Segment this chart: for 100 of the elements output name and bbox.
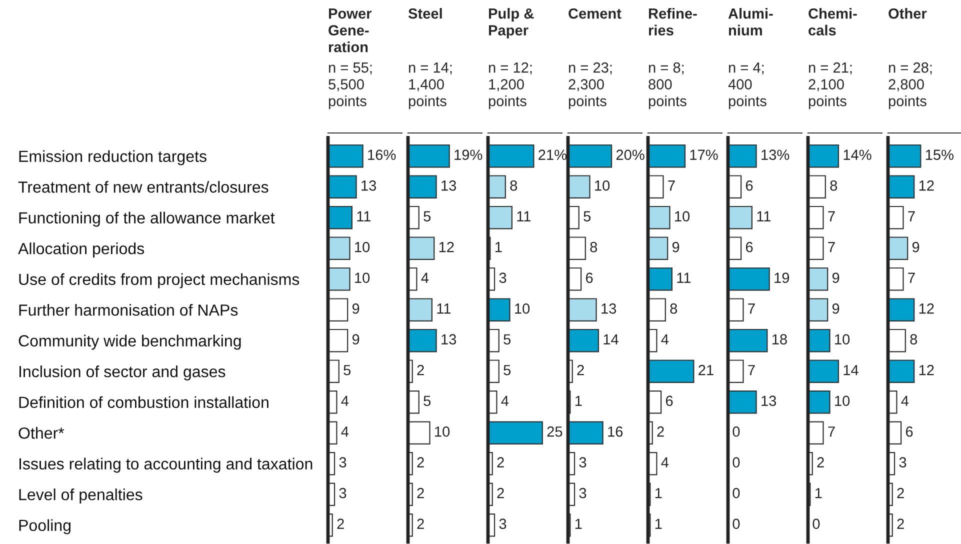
data-label: 5 [584,211,591,222]
data-label: 16% [368,150,396,160]
data-label: 1 [575,518,582,529]
data-label: 2 [417,488,424,498]
y-tick-label: Inclusion of sector and gases [19,366,226,380]
data-label: 11 [517,211,531,222]
data-label: 2 [497,457,504,468]
data-label: 12 [919,180,934,191]
data-label: 2 [417,364,424,376]
data-label: 25 [547,426,562,437]
data-label: 6 [666,396,673,406]
data-label: 0 [732,457,740,468]
data-label: 9 [832,272,840,283]
data-label: 2 [417,457,424,468]
data-label: 12 [439,242,454,252]
data-label: 4 [501,396,509,406]
data-label: 5 [424,396,431,406]
data-label: 13 [442,334,456,344]
data-label: 11 [437,304,451,314]
data-label: 17% [690,150,718,160]
data-label: 12 [919,303,934,314]
data-label: 6 [746,242,753,252]
data-label: 10 [835,396,850,406]
data-label: 10 [595,180,610,191]
data-label: 8 [510,180,518,191]
data-label: 0 [732,518,740,529]
chart-title: Refine- ries [648,8,697,36]
y-tick-label: Treatment of new entrants/closures [18,181,268,193]
data-label: 8 [830,180,838,191]
data-label: 7 [908,272,915,283]
chart-title: Alumi- nium [728,8,773,36]
data-label: 18 [772,334,787,344]
data-label: 5 [504,365,511,376]
data-label: 9 [352,334,360,344]
data-label: 4 [341,426,349,437]
data-label: 9 [672,242,680,252]
data-label: 13 [762,396,776,406]
data-label: 12 [919,364,934,376]
chart-subtitle: n = 4; 400 points [728,62,766,110]
data-label: 3 [899,457,906,468]
data-label: 21 [698,364,714,376]
data-label: 10 [355,272,370,283]
data-label: 10 [835,334,850,344]
data-label: 3 [339,457,346,468]
chart-subtitle: n = 21; 2,100 points [808,62,852,110]
data-label: 3 [499,272,506,283]
data-label: 2 [497,488,504,498]
data-label: 0 [732,488,740,498]
data-label: 2 [897,518,904,529]
y-tick-label: Pooling [19,519,70,534]
data-label: 3 [499,518,506,529]
data-label: 7 [908,211,915,222]
chart-subtitle: n = 14; 1,400 points [408,62,452,110]
data-label: 10 [675,211,690,222]
data-label: 20% [616,150,644,160]
data-label: 1 [815,488,822,498]
data-label: 3 [339,488,346,498]
chart-subtitle: n = 12; 1,200 points [488,62,532,110]
data-label: 6 [906,426,913,437]
y-tick-label: Other* [18,427,64,439]
data-label: 2 [417,518,424,529]
data-label: 8 [670,303,678,314]
data-label: 9 [832,303,840,314]
chart-title: Power Gene- ration [328,8,372,52]
data-label: 9 [912,242,920,252]
chart-title: Pulp & Paper [488,8,534,38]
data-label: 1 [655,488,662,498]
data-label: 1 [575,396,582,406]
data-label: 15% [926,150,954,160]
data-label: 13 [602,303,616,314]
data-label: 8 [910,334,918,344]
data-label: 14 [844,365,858,376]
data-label: 2 [897,488,904,498]
chart-title: Other [888,8,927,19]
y-tick-label: Use of credits from project mechanisms [19,273,300,288]
chart-subtitle: n = 28; 2,800 points [888,62,932,110]
y-tick-label: Level of penalties [19,488,142,504]
data-label: 1 [655,518,662,529]
chart-title: Cement [568,8,622,19]
data-label: 11 [757,211,771,222]
data-label: 4 [341,396,349,406]
data-label: 4 [421,272,429,283]
data-label: 13 [362,180,376,191]
data-label: 11 [677,272,691,283]
data-label: 6 [586,272,593,283]
data-label: 4 [901,396,909,406]
data-label: 19 [774,272,790,283]
y-tick-label: Functioning of the allowance market [19,212,275,227]
chart-subtitle: n = 55; 5,500 points [328,62,372,110]
y-tick-label: Allocation periods [18,242,144,258]
y-tick-label: Emission reduction targets [19,150,206,166]
data-label: 10 [515,303,530,314]
data-label: 0 [812,518,820,529]
data-label: 11 [357,211,371,222]
data-label: 0 [732,426,740,437]
y-tick-label: Issues relating to accounting and taxation [19,458,312,473]
data-label: 1 [495,242,502,252]
data-label: 13% [762,150,790,160]
y-tick-label: Definition of combustion installation [19,396,268,408]
data-label: 2 [577,364,584,376]
